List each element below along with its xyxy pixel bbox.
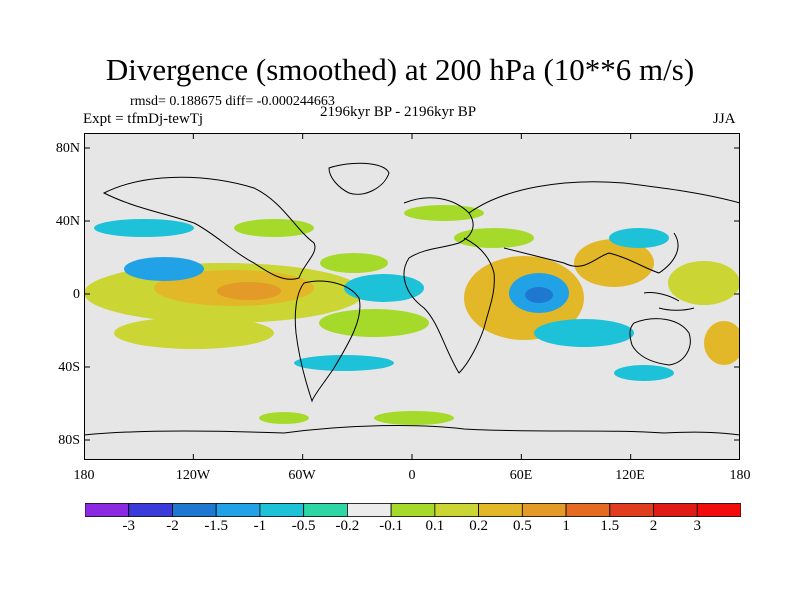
colorbar-label: -0.2 <box>335 518 360 534</box>
divergence-map <box>84 133 740 460</box>
coastline-europe-africa <box>403 197 495 374</box>
colorbar-box <box>215 503 261 517</box>
field-south-atlantic-neg <box>294 355 394 371</box>
colorbar-label: 2 <box>649 518 658 534</box>
colorbar-box <box>390 503 436 517</box>
colorbar-box <box>128 503 173 517</box>
field-indian-core <box>525 287 553 303</box>
field-north-pacific-pos <box>234 219 314 237</box>
colorbar-box <box>478 503 523 517</box>
coastline-australia <box>629 318 691 366</box>
colorbar-label: -0.1 <box>379 518 403 534</box>
field-east-edge-pos <box>704 321 740 365</box>
colorbar-label: 3 <box>693 518 702 534</box>
coastline-maritime-continent <box>643 292 695 311</box>
lon-tick-180w: 180 <box>73 468 95 483</box>
lon-tick-120w: 120W <box>175 468 211 483</box>
coastline-asia <box>468 181 740 274</box>
colorbar-label: -3 <box>122 518 135 534</box>
stats-line: rmsd= 0.188675 diff= -0.000244663 <box>130 94 335 109</box>
colorbar-box <box>303 503 348 517</box>
lat-tick-80n: 80N <box>55 141 80 156</box>
field-southern-indian-neg <box>614 365 674 381</box>
lat-tick-eq: 0 <box>73 287 80 302</box>
field-southern-ocean-pos <box>259 412 309 424</box>
colorbar-label: -2 <box>166 518 179 534</box>
lon-tick-180e: 180 <box>729 468 751 483</box>
colorbar-label: -1 <box>253 518 267 534</box>
lat-tick-40s: 40S <box>58 360 80 375</box>
lon-tick-120e: 120E <box>615 468 645 483</box>
field-east-asia-neg <box>609 228 669 248</box>
chart-title: Divergence (smoothed) at 200 hPa (10**6 … <box>105 52 695 87</box>
lon-tick-0: 0 <box>408 468 416 483</box>
lon-tick-60e: 60E <box>509 468 533 483</box>
colorbar <box>85 503 741 517</box>
colorbar-box <box>565 503 611 517</box>
colorbar-box <box>434 503 480 517</box>
colorbar-label: 0.5 <box>512 518 532 534</box>
coastline-north-america <box>102 176 316 280</box>
field-south-america-pos <box>319 309 429 337</box>
axis-ticks <box>84 133 740 460</box>
colorbar-label: -0.5 <box>291 518 316 534</box>
experiment-label: Expt = tfmDj-tewTj <box>83 111 204 127</box>
colorbar-label: 1.5 <box>600 518 620 534</box>
period-label: 2196kyr BP - 2196kyr BP <box>320 104 477 120</box>
field-mediterranean-pos <box>454 228 534 248</box>
field-southern-ocean-pos2 <box>374 411 454 425</box>
field-pacific-west-neg <box>124 257 204 281</box>
coastline-antarctica <box>84 425 740 436</box>
coastlines <box>84 162 740 436</box>
colorbar-label: 0.2 <box>469 518 488 534</box>
coastline-greenland <box>328 162 390 195</box>
field-south-indian-neg <box>534 319 634 347</box>
field-west-pacific-pos <box>668 261 740 305</box>
season-label: JJA <box>713 111 736 127</box>
colorbar-box <box>653 503 698 517</box>
coastline-south-america <box>294 280 361 403</box>
colorbar-box <box>85 503 130 517</box>
field-band-pacific-max <box>217 282 281 300</box>
colorbar-label: 1 <box>562 518 570 534</box>
lat-tick-40n: 40N <box>55 214 80 229</box>
colorbar-label: 0.1 <box>425 518 445 534</box>
field-atlantic-pos <box>320 253 388 273</box>
colorbar-box <box>696 503 741 517</box>
colorbar-box <box>259 503 305 517</box>
field-south-pacific-pos <box>114 317 274 349</box>
lon-tick-60w: 60W <box>288 468 316 483</box>
colorbar-label: -1.5 <box>204 518 229 534</box>
field-north-pacific-neg <box>94 219 194 237</box>
field-atlantic-neg <box>344 274 424 302</box>
colorbar-box <box>172 503 217 517</box>
colorbar-box <box>346 503 392 517</box>
lat-tick-80s: 80S <box>58 433 80 448</box>
colorbar-box <box>609 503 654 517</box>
field-asia-pos <box>574 239 654 287</box>
colorbar-box <box>521 503 567 517</box>
